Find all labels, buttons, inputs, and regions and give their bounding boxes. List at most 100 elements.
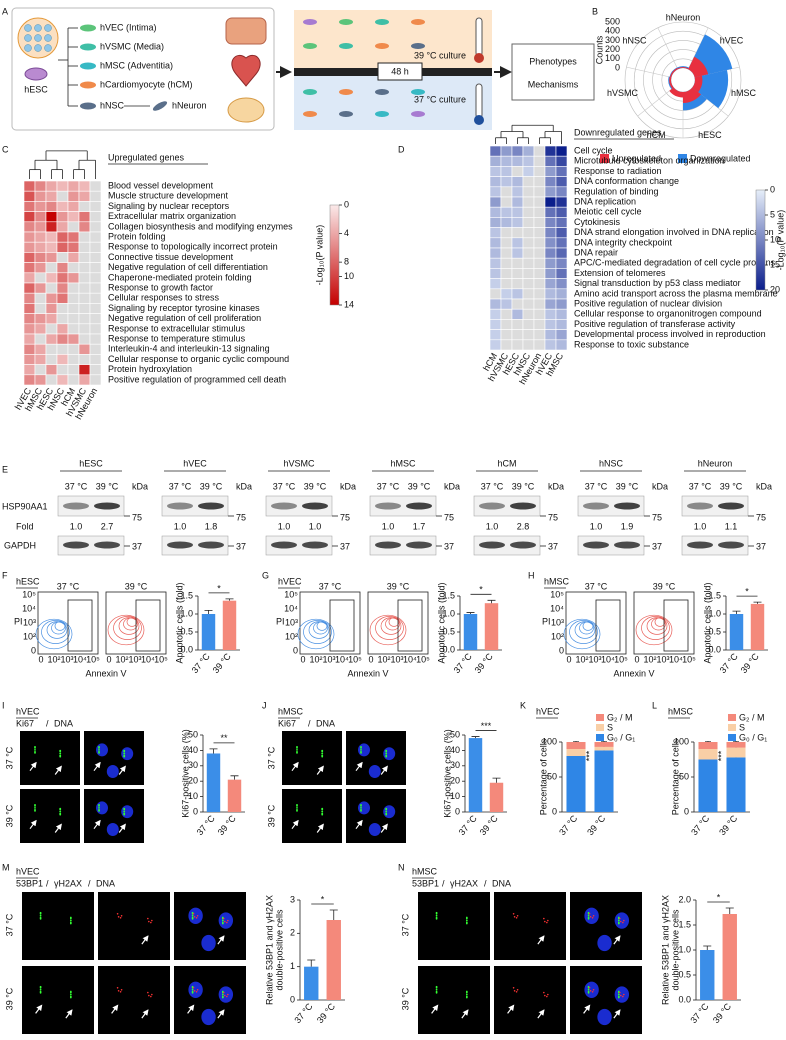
heatmap-cell [544, 155, 557, 167]
foci [98, 747, 100, 749]
heatmap-cell [489, 247, 502, 259]
fold-value: 1.0 [174, 521, 187, 531]
contour [303, 620, 332, 644]
unit-label: kDa [652, 481, 668, 491]
legend-label: G₂ / M [607, 712, 633, 722]
category-label: hCM [647, 130, 666, 140]
y-tick-label: 1.0 [442, 608, 455, 618]
foci [617, 996, 620, 999]
stacked-bar [594, 750, 614, 812]
y-tick-label: 1.5 [442, 590, 455, 600]
foci [465, 993, 468, 996]
panel-letter: L [652, 700, 657, 710]
legend-label: S [739, 722, 745, 732]
heatmap-cell [511, 166, 524, 177]
heatmap-cell [67, 303, 80, 314]
temp-label: 39 °C [408, 481, 431, 491]
heatmap-cell [489, 155, 502, 167]
foci [223, 991, 225, 994]
y-tick-label: 10⁴ [550, 603, 564, 613]
x-tick-label: 37 °C [557, 813, 580, 837]
marker-label: 37 [132, 541, 142, 551]
stacked-bar [698, 749, 718, 760]
heatmap-cell [489, 176, 502, 188]
heatmap-cell [533, 176, 546, 188]
row-label: Cellular response to organic cyclic comp… [108, 354, 289, 364]
row-label: 37 °C [266, 746, 276, 769]
row-label: Response to radiation [574, 166, 662, 176]
foci [465, 922, 468, 925]
y-tick-label: 0 [290, 994, 295, 1004]
heatmap-cell [89, 190, 102, 202]
heatmap-cell [489, 339, 502, 351]
foci [196, 989, 199, 991]
foci [360, 810, 362, 812]
heatmap-cell [45, 333, 58, 345]
panel-letter: B [592, 6, 598, 16]
cell-icon [339, 43, 353, 49]
heatmap-cell [56, 333, 69, 345]
x-tick-label: 10³ [128, 654, 141, 664]
colony-cell [24, 44, 32, 52]
cell-icon [375, 43, 389, 49]
row-label: APC/C-mediated degradation of cell cycle… [574, 258, 776, 268]
blot [577, 535, 645, 556]
band [302, 502, 328, 510]
band [302, 541, 328, 549]
panel-letter: M [2, 862, 10, 872]
heatmap-cell [500, 247, 513, 259]
colorbar-tick-label: 4 [344, 228, 349, 238]
band [167, 502, 193, 510]
legend-swatch [728, 714, 736, 721]
cell-label: hNSC [100, 100, 125, 110]
heatmap-cell [23, 201, 36, 212]
foci [360, 752, 362, 754]
heatmap-cell [544, 227, 557, 239]
stacked-bar [566, 756, 586, 812]
heatmap-cell [544, 329, 557, 341]
foci [123, 810, 126, 813]
heatmap-cell [555, 298, 568, 310]
heatmap-cell [89, 323, 102, 335]
gate [67, 599, 93, 652]
heatmap-cell [500, 206, 513, 218]
foci [513, 990, 516, 992]
arrow [187, 1004, 195, 1014]
error-bar [225, 598, 234, 601]
heatmap-cell [34, 354, 47, 365]
foci [191, 914, 194, 917]
heatmap-cell [78, 241, 91, 253]
legend-label: / [308, 718, 311, 728]
foci [120, 915, 123, 917]
temp-label: 39 °C [96, 481, 119, 491]
marker-label: 37 [444, 541, 454, 551]
y-tick-label: 2.0 [678, 894, 691, 904]
x-tick-label: 10⁴ [669, 654, 683, 664]
y-tick-label: 1.0 [708, 608, 721, 618]
heatmap-cell [489, 217, 502, 228]
heatmap-cell [34, 292, 47, 304]
significance: *** [481, 721, 492, 731]
foci [39, 988, 42, 991]
foci [191, 991, 194, 994]
cell-icon [411, 43, 425, 49]
heatmap-cell [78, 190, 91, 202]
heatmap-cell [555, 247, 568, 259]
polar-bar [692, 75, 703, 93]
heatmap-cell [544, 268, 557, 279]
heatmap-cell [67, 364, 80, 376]
cell-icon [303, 19, 317, 25]
heatmap-cell [56, 313, 69, 325]
significance: ** [220, 733, 228, 743]
arrow [613, 1009, 621, 1019]
foci [360, 747, 362, 749]
y-tick-label: 20 [188, 776, 198, 786]
colorbar [755, 189, 766, 291]
arrow [118, 765, 126, 775]
foci [617, 922, 620, 925]
heatmap-cell [489, 206, 502, 218]
cell-icon [339, 111, 353, 117]
heatmap-cell [67, 180, 80, 192]
heatmap-cell [56, 343, 69, 355]
